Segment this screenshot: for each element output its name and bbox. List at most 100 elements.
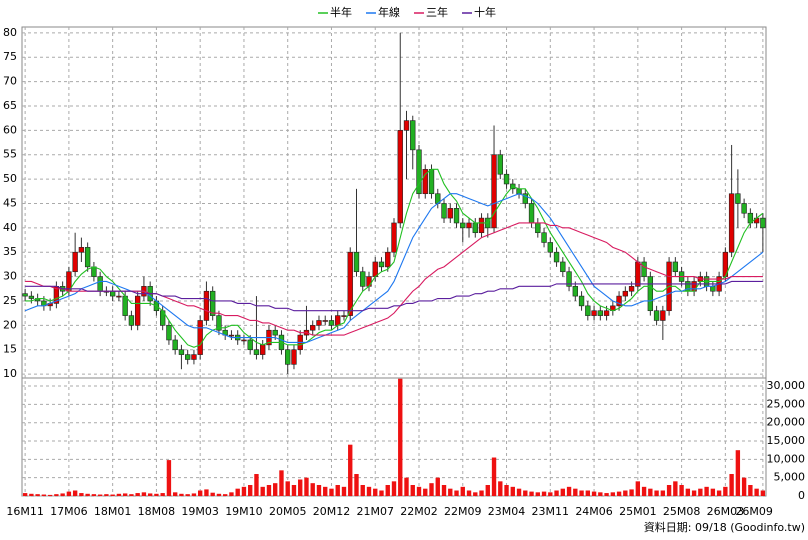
x-tick-label: 23M11 — [532, 505, 570, 518]
volume-bar — [760, 490, 766, 496]
volume-bar — [216, 493, 222, 496]
candle-body — [428, 169, 435, 195]
candle-body — [547, 242, 553, 253]
x-tick-label: 20M05 — [269, 505, 307, 518]
volume-bar — [197, 490, 203, 496]
candle-body — [260, 344, 266, 355]
candle-body — [122, 295, 128, 316]
candle-body — [422, 169, 428, 195]
y-tick-label: 80 — [3, 26, 17, 39]
y-tick-label: 60 — [3, 123, 17, 136]
candle-body — [491, 154, 497, 229]
volume-bar — [323, 486, 328, 496]
candle-body — [641, 261, 647, 277]
candle-body — [403, 120, 410, 131]
candle-body — [241, 339, 247, 342]
volume-bar — [260, 486, 265, 496]
volume-bar — [385, 485, 390, 496]
candle-body — [172, 339, 178, 351]
candle-body — [535, 222, 541, 234]
volume-bar — [160, 493, 165, 496]
volume-bar — [429, 483, 434, 496]
volume-bar — [22, 493, 28, 496]
volume-bar — [179, 493, 184, 496]
volume-bar — [47, 494, 53, 496]
ma-line — [25, 168, 764, 348]
x-tick-label: 23M04 — [488, 505, 526, 518]
volume-bar — [641, 486, 647, 496]
volume-bar — [560, 488, 565, 496]
candle-body — [453, 208, 460, 224]
volume-bar — [29, 493, 34, 496]
candle-body — [203, 290, 210, 321]
candle-body — [560, 261, 566, 273]
volume-bar — [604, 493, 609, 496]
volume-bar — [266, 485, 272, 496]
volume-bar — [610, 492, 616, 496]
candle-body — [516, 188, 522, 195]
volume-bar — [623, 490, 628, 496]
volume-bar — [529, 491, 534, 496]
x-tick-label: 26M09 — [735, 505, 773, 518]
volume-bar — [516, 488, 522, 496]
candle-body — [478, 217, 485, 234]
candle-body — [97, 276, 103, 292]
volume-tick-label: 10,000 — [767, 452, 806, 465]
volume-bar — [466, 490, 472, 496]
candle-body — [78, 247, 85, 253]
candle-body — [528, 203, 535, 224]
candle-body — [28, 295, 35, 299]
candle-body — [385, 251, 391, 268]
candle-body — [503, 173, 510, 185]
volume-bar — [435, 477, 440, 496]
candle-body — [391, 222, 397, 253]
volume-bar — [279, 470, 284, 496]
x-tick-label: 25M01 — [619, 505, 657, 518]
y-tick-label: 55 — [3, 148, 17, 161]
volume-bar — [554, 490, 559, 496]
candle-body — [566, 271, 572, 287]
volume-bar — [85, 493, 90, 496]
x-tick-label: 26M03 — [707, 505, 745, 518]
volume-bar — [616, 491, 622, 496]
volume-bar — [172, 492, 178, 496]
volume-bar — [129, 494, 134, 496]
x-tick-label: 22M02 — [400, 505, 438, 518]
ma-line — [25, 222, 763, 336]
candle-body — [372, 261, 378, 277]
x-tick-label: 24M06 — [575, 505, 613, 518]
candle-body — [616, 295, 622, 307]
volume-bar — [410, 485, 415, 496]
ma-line — [24, 193, 764, 343]
candle-body — [760, 217, 766, 229]
volume-bar — [79, 493, 84, 496]
volume-bar — [573, 488, 578, 496]
volume-bar — [635, 481, 641, 496]
y-tick-label: 15 — [3, 343, 17, 356]
volume-bar — [141, 492, 147, 496]
legend-label: 三年 — [426, 5, 448, 19]
candle-body — [72, 251, 78, 273]
volume-bar — [504, 485, 509, 496]
candle-body — [347, 251, 353, 316]
x-tick-label: 20M12 — [313, 505, 351, 518]
candle-body — [84, 247, 91, 268]
candle-body — [622, 290, 629, 297]
candle-body — [597, 310, 603, 316]
volume-bar — [704, 486, 709, 496]
volume-bar — [335, 485, 340, 496]
volume-bar — [391, 481, 397, 496]
candle-body — [191, 354, 197, 360]
volume-bar — [341, 486, 347, 496]
volume-bar — [116, 493, 122, 496]
legend-label: 年線 — [378, 5, 400, 19]
candle-body — [335, 315, 341, 326]
volume-bar — [716, 490, 722, 496]
volume-bar — [147, 493, 153, 496]
volume-bar — [310, 483, 315, 496]
candle-body — [178, 349, 185, 355]
volume-bar — [285, 481, 290, 496]
volume-bar — [523, 490, 528, 496]
volume-bar — [479, 490, 484, 496]
volume-bar — [691, 490, 697, 496]
